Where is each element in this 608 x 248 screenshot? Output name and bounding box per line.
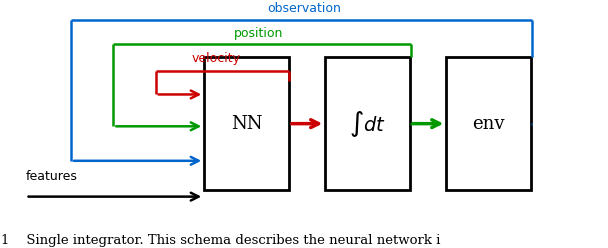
Text: position: position (234, 27, 283, 40)
Text: velocity: velocity (192, 52, 241, 65)
Text: 1    Single integrator. This schema describes the neural network i: 1 Single integrator. This schema describ… (1, 234, 441, 247)
Text: $\int dt$: $\int dt$ (349, 109, 386, 139)
FancyBboxPatch shape (325, 57, 410, 190)
Text: features: features (26, 170, 77, 183)
Text: observation: observation (267, 2, 341, 15)
Text: NN: NN (231, 115, 262, 133)
Text: env: env (472, 115, 505, 133)
FancyBboxPatch shape (204, 57, 289, 190)
FancyBboxPatch shape (446, 57, 531, 190)
